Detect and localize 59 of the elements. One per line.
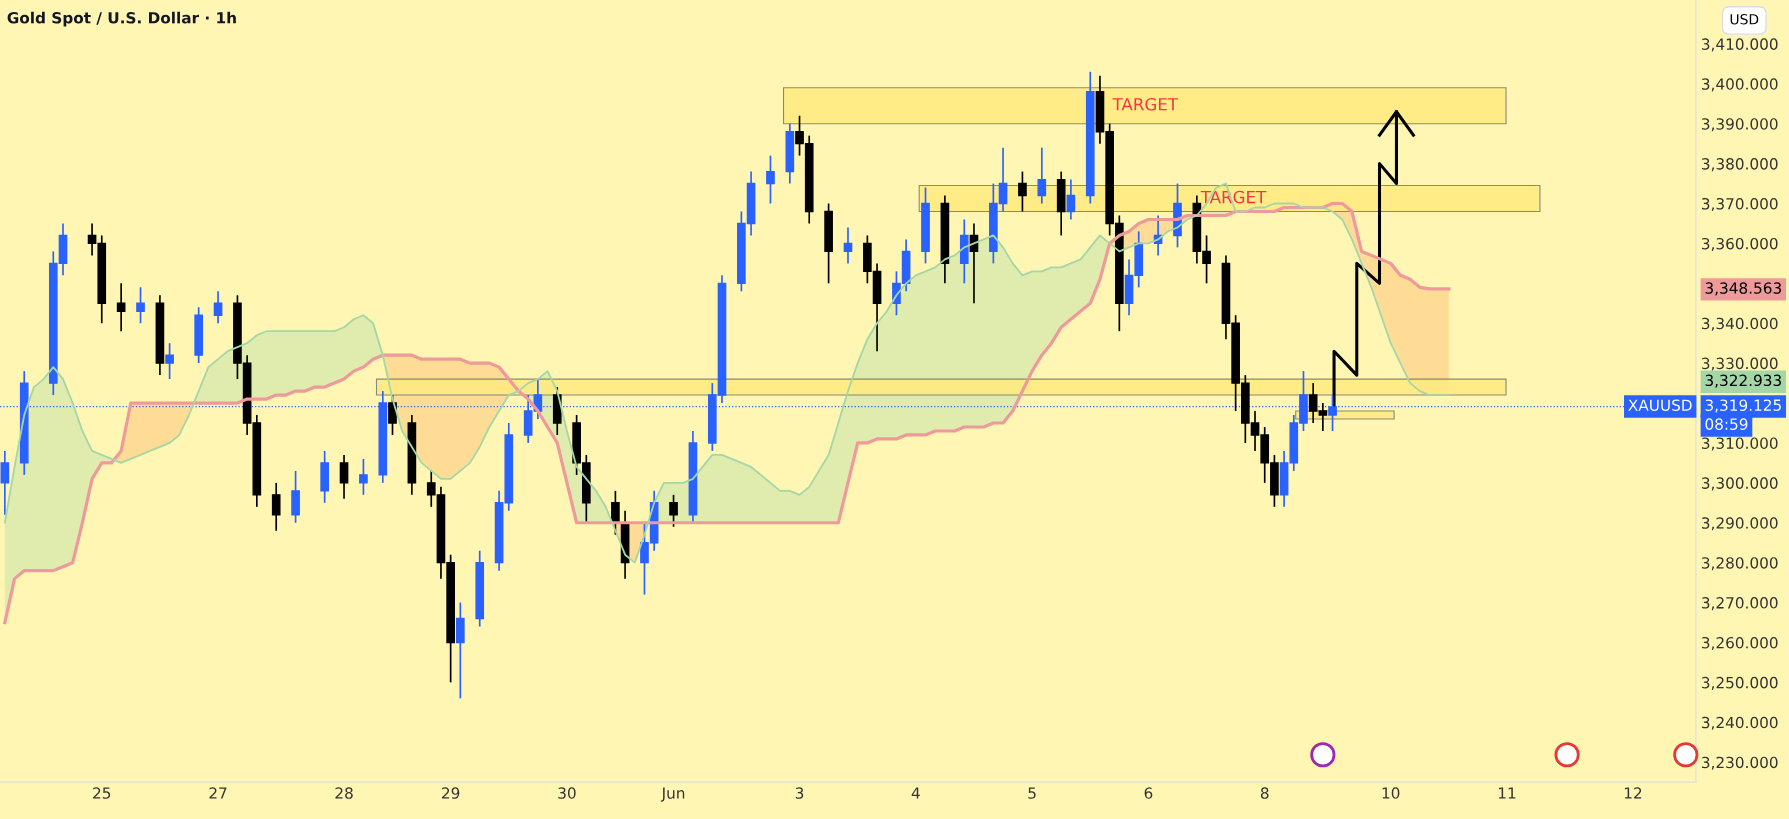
band-label: TARGET bbox=[1200, 190, 1267, 204]
x-tick-label: 10 bbox=[1382, 787, 1400, 799]
candlestick bbox=[1037, 146, 1047, 205]
y-tick-label: 3,390.000 bbox=[1702, 118, 1778, 132]
candlestick bbox=[456, 601, 465, 700]
candlestick bbox=[1066, 178, 1076, 221]
candlestick bbox=[165, 342, 174, 380]
y-tick-label: 3,360.000 bbox=[1702, 237, 1778, 251]
candlestick bbox=[136, 286, 145, 325]
y-tick-label: 3,300.000 bbox=[1702, 477, 1778, 491]
y-tick-label: 3,330.000 bbox=[1702, 357, 1778, 371]
x-tick-label: 5 bbox=[1028, 787, 1036, 799]
text: 08:59 bbox=[1705, 418, 1748, 430]
text: USD bbox=[1730, 14, 1759, 25]
candlestick bbox=[1308, 382, 1318, 424]
x-tick-label: Jun bbox=[660, 787, 685, 802]
y-tick-label: 3,230.000 bbox=[1702, 756, 1778, 770]
text: 3,348.563 bbox=[1705, 282, 1781, 296]
y-tick-label: 3,280.000 bbox=[1702, 557, 1778, 571]
x-tick-label: 30 bbox=[558, 787, 576, 799]
y-tick-label: 3,370.000 bbox=[1702, 197, 1778, 212]
y-tick-label: 3,310.000 bbox=[1702, 437, 1778, 451]
candlestick bbox=[1318, 402, 1328, 432]
x-tick-label: 11 bbox=[1498, 787, 1516, 799]
ref-line-label: 3,319.125 bbox=[1705, 399, 1781, 413]
x-tick-label: 8 bbox=[1260, 787, 1269, 799]
y-tick-label: 3,270.000 bbox=[1702, 597, 1778, 611]
annotation: XAUUSD bbox=[1628, 399, 1692, 411]
text: 3,322.933 bbox=[1705, 374, 1781, 388]
x-tick-label: 29 bbox=[442, 787, 460, 799]
y-tick-label: 3,260.000 bbox=[1702, 636, 1778, 651]
y-tick-label: 3,400.000 bbox=[1702, 78, 1778, 92]
y-tick-label: 3,380.000 bbox=[1702, 158, 1778, 172]
candlestick bbox=[291, 470, 300, 524]
candlestick bbox=[339, 454, 349, 500]
x-tick-label: 3 bbox=[795, 787, 804, 799]
y-tick-label: 3,240.000 bbox=[1702, 716, 1778, 730]
y-tick-label: 3,410.000 bbox=[1702, 38, 1778, 52]
y-tick-label: 3,290.000 bbox=[1702, 517, 1778, 531]
text: Gold Spot / U.S. Dollar · 1h bbox=[7, 11, 236, 27]
candlestick bbox=[669, 493, 678, 528]
x-tick-label: 12 bbox=[1624, 787, 1642, 799]
candlestick bbox=[766, 154, 775, 205]
candlestick bbox=[1018, 170, 1027, 213]
x-tick-label: 28 bbox=[335, 787, 353, 799]
candlestick bbox=[611, 490, 620, 536]
y-tick-label: 3,340.000 bbox=[1702, 317, 1778, 331]
candlestick bbox=[359, 458, 368, 496]
band-label: TARGET bbox=[1112, 97, 1179, 111]
candlestick bbox=[843, 226, 853, 265]
candlestick bbox=[0, 450, 10, 516]
y-tick-label: 3,250.000 bbox=[1702, 676, 1778, 690]
candlestick bbox=[271, 482, 281, 532]
x-tick-label: 25 bbox=[93, 787, 111, 799]
candlestick bbox=[213, 290, 223, 325]
candlestick bbox=[116, 282, 126, 333]
x-tick-label: 27 bbox=[209, 787, 227, 799]
x-tick-label: 6 bbox=[1144, 787, 1153, 799]
x-tick-label: 4 bbox=[911, 787, 920, 799]
